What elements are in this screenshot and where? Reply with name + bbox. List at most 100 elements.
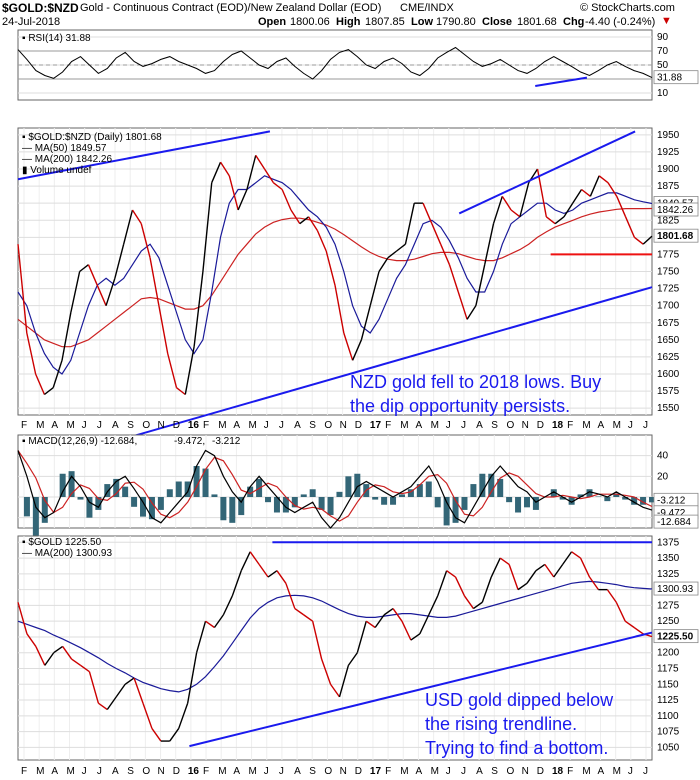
price-x-tick-label: S bbox=[309, 420, 316, 431]
gold-x-tick-label: M bbox=[36, 766, 44, 777]
gold-price-segment bbox=[88, 671, 100, 704]
gold-ma200-last-value-box bbox=[653, 581, 699, 596]
price-segment bbox=[466, 305, 477, 320]
gold-price-segment bbox=[267, 570, 278, 578]
gold-x-tick-label: F bbox=[385, 766, 391, 777]
price-tick-label: 1625 bbox=[657, 352, 680, 363]
price-x-tick-label: A bbox=[233, 420, 240, 431]
macd-panel bbox=[17, 434, 653, 529]
price-x-tick-label: M bbox=[36, 420, 44, 431]
gold-price-segment bbox=[374, 614, 385, 628]
price-segment bbox=[61, 312, 72, 361]
macd-hist-legend: -3.212 bbox=[212, 436, 241, 447]
price-segment bbox=[255, 154, 266, 170]
gold-tick-label: 1100 bbox=[657, 711, 679, 722]
price-x-tick-label: N bbox=[522, 420, 529, 431]
price-segment bbox=[131, 209, 142, 225]
price-segment bbox=[334, 285, 345, 334]
macd-histogram-bar bbox=[148, 497, 155, 520]
macd-histogram-bar bbox=[238, 497, 245, 516]
gold-price-segment bbox=[311, 621, 323, 660]
gold-tick-label: 1375 bbox=[657, 537, 680, 548]
gold-x-tick-label: S bbox=[491, 766, 498, 777]
gold-x-tick-label: M bbox=[67, 766, 75, 777]
price-x-tick-label: M bbox=[218, 420, 226, 431]
macd-histogram-bar bbox=[434, 497, 441, 508]
price-tick-label: 1750 bbox=[657, 267, 680, 278]
price-segment bbox=[228, 175, 239, 211]
macd-histogram-bar bbox=[113, 478, 120, 497]
close-label: Close bbox=[482, 16, 512, 28]
price-segment bbox=[105, 278, 116, 306]
price-tick-label: 1825 bbox=[657, 215, 680, 226]
gold-price-segment bbox=[490, 557, 501, 578]
gold-price-segment bbox=[544, 563, 555, 578]
ma200-legend: — MA(200) 1842.26 bbox=[22, 154, 112, 165]
gold-x-tick-label: J bbox=[264, 766, 269, 777]
macd-histogram-bar bbox=[77, 497, 84, 500]
gold-tick-label: 1250 bbox=[657, 616, 680, 627]
gold-x-tick-label: F bbox=[203, 766, 209, 777]
macd-histogram-bar bbox=[523, 497, 530, 508]
price-segment bbox=[193, 271, 204, 347]
price-segment bbox=[114, 243, 125, 279]
gold-x-tick-label: F bbox=[21, 766, 27, 777]
macd-histogram-bar bbox=[140, 497, 147, 517]
rsi-tick-label: 90 bbox=[657, 32, 669, 43]
ma200-line bbox=[17, 207, 653, 348]
macd-histogram-bar bbox=[461, 497, 468, 510]
price-segment bbox=[431, 223, 442, 245]
gold-price-segment bbox=[26, 633, 37, 647]
open-value: 1800.06 bbox=[290, 16, 330, 28]
gold-price-segment bbox=[249, 551, 260, 565]
gold-price-segment bbox=[258, 563, 269, 578]
gold-price-segment bbox=[186, 652, 198, 704]
rsi-last-value-box bbox=[653, 70, 699, 85]
gold-ma200-legend: — MA(200) 1300.93 bbox=[22, 548, 112, 559]
price-tick-label: 1700 bbox=[657, 301, 680, 312]
gold-price-segment bbox=[562, 551, 573, 565]
price-segment bbox=[616, 196, 627, 218]
gold-price-segment bbox=[571, 551, 581, 559]
macd-histogram-bar bbox=[425, 481, 432, 497]
gold-price-segment bbox=[71, 658, 81, 666]
price-x-tick-label: S bbox=[127, 420, 134, 431]
gold-price-segment bbox=[276, 570, 287, 584]
gold-tick-label: 1150 bbox=[657, 679, 679, 690]
macd-histogram-bar bbox=[595, 496, 602, 497]
gold-price-segment bbox=[419, 614, 430, 635]
price-segment bbox=[202, 182, 213, 272]
gold-x-tick-label: O bbox=[142, 766, 150, 777]
price-x-tick-label: A bbox=[112, 420, 119, 431]
gold-x-tick-label: A bbox=[233, 766, 240, 777]
macd-histogram-bar bbox=[32, 497, 39, 541]
macd-histogram-bar bbox=[506, 497, 513, 503]
price-segment bbox=[167, 353, 178, 388]
gold-x-tick-label: M bbox=[613, 766, 621, 777]
gold-panel bbox=[17, 535, 653, 761]
gold-price-segment bbox=[178, 702, 189, 729]
gold-annotation-line: Trying to find a bottom. bbox=[425, 738, 608, 758]
rsi-tick-label: 50 bbox=[657, 60, 669, 71]
price-x-tick-label: J bbox=[461, 420, 466, 431]
price-tick-label: 1675 bbox=[657, 318, 680, 329]
price-x-tick-label: F bbox=[21, 420, 27, 431]
gold-price-segment bbox=[294, 607, 305, 616]
macd-histogram-bar bbox=[336, 491, 343, 497]
macd-last-value-box bbox=[653, 514, 699, 529]
price-x-tick-label: M bbox=[67, 420, 75, 431]
price-x-tick-label: A bbox=[597, 420, 604, 431]
macd-histogram-bar bbox=[470, 484, 477, 497]
macd-tick-label: 20 bbox=[657, 471, 669, 482]
price-x-tick-label: J bbox=[628, 420, 633, 431]
gold-x-tick-label: S bbox=[309, 766, 316, 777]
macd-histogram-bar bbox=[532, 497, 539, 510]
price-tick-label: 1875 bbox=[657, 181, 680, 192]
price-segment bbox=[589, 175, 600, 197]
down-arrow-icon: ▼ bbox=[661, 15, 672, 27]
rsi-tick-label: 70 bbox=[657, 46, 669, 57]
macd-histogram-bar bbox=[247, 486, 254, 497]
price-segment bbox=[219, 161, 230, 177]
gold-trendline bbox=[189, 631, 653, 748]
macd-histogram-bar bbox=[622, 497, 629, 500]
